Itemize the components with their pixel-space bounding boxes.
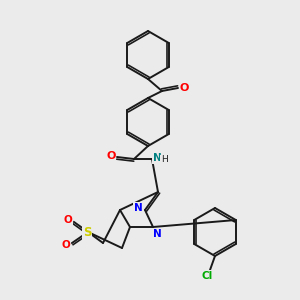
Text: N: N bbox=[153, 229, 161, 239]
Text: S: S bbox=[83, 226, 91, 239]
Text: Cl: Cl bbox=[201, 271, 213, 281]
Text: O: O bbox=[106, 151, 116, 161]
Text: O: O bbox=[64, 215, 72, 225]
Text: O: O bbox=[61, 240, 70, 250]
Text: O: O bbox=[179, 83, 189, 93]
Text: N: N bbox=[134, 203, 142, 213]
Text: H: H bbox=[160, 155, 167, 164]
Text: N: N bbox=[153, 153, 161, 163]
